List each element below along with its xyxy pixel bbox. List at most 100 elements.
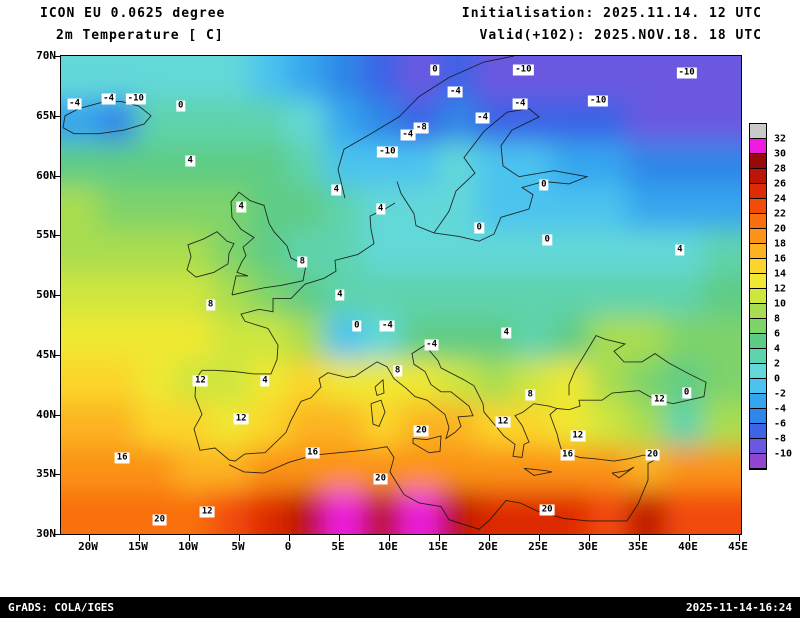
colorbar-tick-label: 4 (774, 343, 781, 355)
temperature-cell (136, 533, 175, 534)
contour-label: -8 (413, 122, 429, 134)
temperature-cell (702, 99, 741, 144)
temperature-field (61, 56, 741, 534)
coastline-path (523, 467, 553, 476)
temperature-cell (476, 533, 515, 534)
temperature-cell (551, 490, 591, 534)
temperature-cell (211, 403, 251, 448)
temperature-cell (400, 142, 440, 187)
temperature-cell (400, 403, 440, 448)
temperature-cell (702, 185, 741, 231)
footer-bar: GrADS: COLA/IGES 2025-11-14-16:24 (0, 597, 800, 618)
contour-label: 4 (331, 184, 342, 196)
lon-tick (239, 535, 240, 541)
colorbar-tick-label: 24 (774, 193, 787, 205)
contour-label: 0 (542, 234, 552, 246)
temperature-cell (249, 316, 289, 361)
temperature-cell (249, 56, 289, 100)
temperature-cell (287, 185, 326, 231)
lon-tick-label: 20W (78, 540, 98, 553)
temperature-cell (664, 316, 704, 361)
coastline-path (230, 191, 307, 296)
temperature-cell (438, 185, 478, 231)
temperature-cell (702, 490, 741, 534)
lon-tick-label: 10W (178, 540, 198, 553)
temperature-cell (702, 359, 741, 405)
contour-label: 0 (430, 64, 440, 76)
lon-tick-label: 10E (378, 540, 398, 553)
colorbar-tick-label: 32 (774, 133, 787, 145)
temperature-cell (664, 533, 704, 534)
lon-tick-label: 25E (528, 540, 548, 553)
temperature-cell (98, 142, 138, 187)
colorbar-tick-label: 10 (774, 298, 787, 310)
lon-tick (89, 535, 90, 541)
colorbar-segment (750, 169, 766, 184)
longitude-axis: 20W 15W 10W 5W 0 5E 10E 15E 20E 25E 30E 35E 40E 45E (60, 540, 748, 556)
temperature-cell (61, 359, 100, 405)
coastline-path (488, 403, 558, 459)
temperature-cell (324, 142, 364, 187)
temperature-cell (98, 229, 138, 274)
temperature-cell (98, 359, 138, 405)
colorbar-segment (750, 244, 766, 259)
temperature-cell (61, 229, 100, 274)
temperature-cell (589, 272, 629, 318)
temperature-cell (249, 533, 289, 534)
colorbar-tick-label: 12 (774, 283, 787, 295)
temperature-cell (627, 272, 666, 318)
colorbar-tick-label: -10 (774, 448, 793, 460)
temperature-cell (362, 99, 402, 144)
temperature-cell (61, 56, 100, 100)
temperature-cell (136, 490, 175, 534)
contour-label: 8 (205, 299, 216, 311)
temperature-cell (136, 446, 175, 492)
contour-label: 0 (474, 222, 484, 234)
temperature-cell (476, 229, 515, 274)
colorbar-segment (750, 424, 766, 439)
temperature-cell (664, 185, 704, 231)
temperature-cell (740, 142, 741, 187)
temperature-cell (136, 359, 175, 405)
contour-label: 4 (185, 155, 195, 167)
contour-labels-layer: -4 -4 -10 0 0 -10 -10 -4 -10 -4 -4 -8 -4 -10 4 0 4 4 4 0 0 4 8… (61, 56, 741, 534)
temperature-cell (136, 142, 175, 187)
temperature-cell (249, 99, 289, 144)
temperature-cell (173, 316, 213, 361)
temperature-cell (287, 316, 326, 361)
contour-label: -4 (447, 86, 463, 98)
lon-tick-label: 15W (128, 540, 148, 553)
temperature-cell (513, 446, 553, 492)
temperature-cell (211, 142, 251, 187)
temperature-cell (589, 446, 629, 492)
temperature-cell (740, 229, 741, 274)
temperature-cell (589, 490, 629, 534)
temperature-cell (740, 99, 741, 144)
temperature-cell (98, 403, 138, 448)
temperature-cell (664, 403, 704, 448)
temperature-cell (740, 56, 741, 100)
contour-label: -4 (379, 320, 395, 332)
colorbar-tick-label: -6 (774, 418, 787, 430)
colorbar-segment (750, 139, 766, 154)
contour-label: -4 (400, 129, 416, 141)
lat-tick-label: 55N (36, 228, 56, 242)
lon-tick-label: 15E (428, 540, 448, 553)
temperature-cell (702, 272, 741, 318)
coastline-path (186, 231, 235, 278)
contour-label: 12 (192, 375, 208, 387)
contour-label: 12 (199, 506, 215, 518)
colorbar: 32 30 28 26 24 22 20 18 16 14 12 10 8 6 4 2 0 -2 -4 -6 -8 -10 (749, 123, 792, 470)
temperature-cell (98, 316, 138, 361)
temperature-cell (98, 185, 138, 231)
temperature-cell (211, 533, 251, 534)
lat-tick (54, 175, 60, 177)
contour-label: 16 (305, 447, 321, 459)
lat-tick (54, 295, 60, 296)
contour-label: -10 (588, 95, 609, 107)
temperature-cell (324, 490, 364, 534)
colorbar-segment (750, 439, 766, 454)
contour-label: -4 (475, 112, 491, 124)
colorbar-segment (750, 184, 766, 199)
temperature-cell (324, 99, 364, 144)
